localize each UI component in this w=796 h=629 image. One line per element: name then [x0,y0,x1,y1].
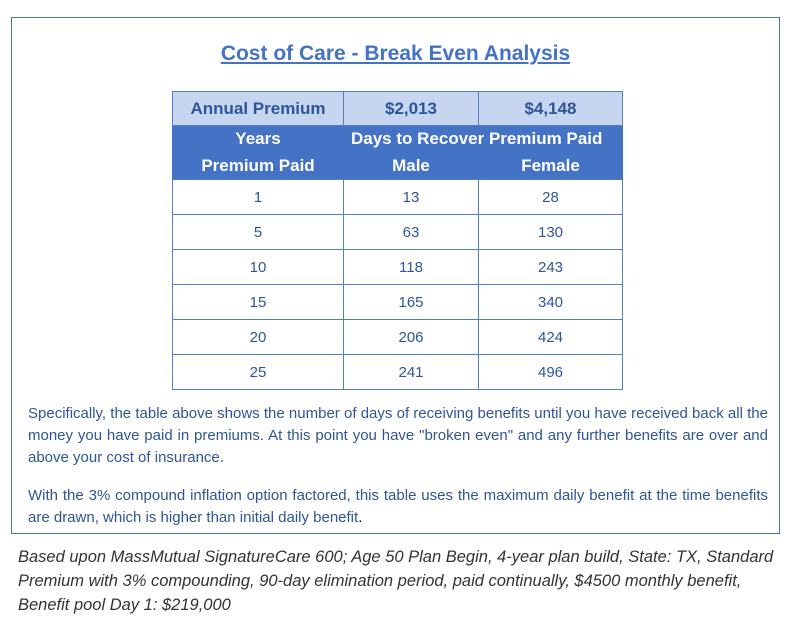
female-cell: 424 [478,319,623,355]
female-cell: 496 [478,354,623,390]
header-years: Years [172,125,344,153]
page-title: Cost of Care - Break Even Analysis [220,42,571,65]
inflation-period: . [358,509,363,526]
table-row: 10 118 243 [172,249,623,285]
male-cell: 63 [343,214,479,250]
header-days-to-recover: Days to Recover Premium Paid [343,125,623,153]
table-row: 25 241 496 [172,354,623,390]
male-cell: 13 [343,179,479,215]
male-cell: 206 [343,319,479,355]
female-cell: 130 [478,214,623,250]
explanation-paragraph: Specifically, the table above shows the … [28,405,768,466]
premium-male: $2,013 [343,91,479,126]
header-female: Female [478,152,623,180]
table-row: 20 206 424 [172,319,623,355]
male-cell: 118 [343,249,479,285]
header-span-label: Days to Recover Premium Paid [351,129,603,148]
years-cell: 25 [172,354,344,390]
years-cell: 20 [172,319,344,355]
break-even-table: Annual Premium $2,013 $4,148 Years Days … [172,91,623,390]
years-cell: 5 [172,214,344,250]
table-row: 15 165 340 [172,284,623,320]
inflation-text: With the 3% compound inflation option fa… [28,487,768,526]
years-cell: 1 [172,179,344,215]
footnote: Based upon MassMutual SignatureCare 600;… [18,548,774,614]
table-row: 1 13 28 [172,179,623,215]
inflation-paragraph: With the 3% compound inflation option fa… [28,485,768,529]
table-row: 5 63 130 [172,214,623,250]
header-premium-paid: Premium Paid [172,152,344,180]
premium-female: $4,148 [478,91,623,126]
header-male: Male [343,152,479,180]
female-cell: 340 [478,284,623,320]
premium-label: Annual Premium [172,91,344,126]
female-cell: 28 [478,179,623,215]
female-cell: 243 [478,249,623,285]
analysis-panel: Cost of Care - Break Even Analysis Annua… [11,17,780,534]
premium-row: Annual Premium $2,013 $4,148 [172,91,623,126]
header-row-2: Premium Paid Male Female [172,152,623,180]
male-cell: 241 [343,354,479,390]
years-cell: 15 [172,284,344,320]
male-cell: 165 [343,284,479,320]
header-row-1: Years Days to Recover Premium Paid [172,125,623,153]
years-cell: 10 [172,249,344,285]
